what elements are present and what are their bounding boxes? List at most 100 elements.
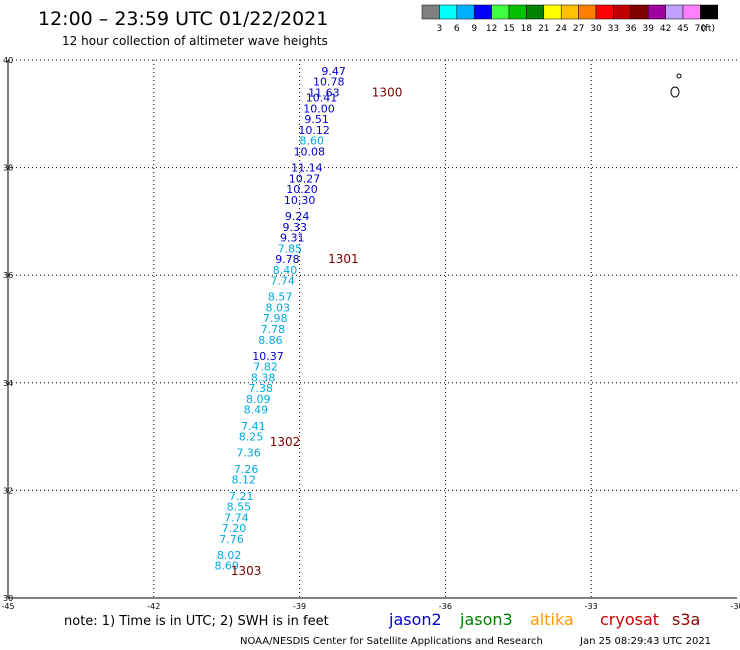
wave-height-value: 10.30 xyxy=(284,194,316,207)
colorbar-label: 12 xyxy=(486,24,497,34)
colorbar-swatch xyxy=(491,4,510,20)
colorbar-label: 27 xyxy=(573,24,584,34)
colorbar-label: 15 xyxy=(503,24,514,34)
wave-height-value: 8.38 xyxy=(251,371,276,384)
colorbar-label: 6 xyxy=(454,24,460,34)
wave-height-value: 10.00 xyxy=(303,102,335,115)
colorbar-label: 33 xyxy=(608,24,619,34)
wave-height-value: 7.78 xyxy=(261,323,286,336)
colorbar-label: 70 xyxy=(695,24,707,34)
colorbar-swatch xyxy=(578,4,597,20)
wave-height-value: 7.74 xyxy=(224,511,249,524)
chart-subtitle: 12 hour collection of altimeter wave hei… xyxy=(62,34,328,48)
colorbar-swatch xyxy=(613,4,632,20)
wave-height-value: 8.69 xyxy=(214,560,239,573)
y-tick-label: 32 xyxy=(3,486,13,495)
wave-height-value: 10.37 xyxy=(252,350,284,363)
wave-height-value: 9.78 xyxy=(275,253,300,266)
wave-height-value: 7.26 xyxy=(234,463,259,476)
satellite-legend: jason2 jason3 altika cryosat s3a xyxy=(388,610,700,629)
x-tick-label: -42 xyxy=(147,602,160,611)
wave-height-value: 7.36 xyxy=(236,447,261,460)
wave-height-value: 8.02 xyxy=(217,549,242,562)
wave-height-value: 7.20 xyxy=(222,522,247,535)
wave-height-value: 10.78 xyxy=(313,76,345,89)
colorbar-swatch xyxy=(595,4,614,20)
footer-note: note: 1) Time is in UTC; 2) SWH is in fe… xyxy=(64,614,329,629)
wave-height-value: 8.25 xyxy=(239,431,264,444)
wave-height-value: 7.85 xyxy=(278,242,303,255)
colorbar-label: 30 xyxy=(590,24,602,34)
wave-height-value: 8.09 xyxy=(246,393,271,406)
colorbar-label: 39 xyxy=(642,24,654,34)
wave-height-value: 10.08 xyxy=(294,145,326,158)
wave-height-value: 11.14 xyxy=(291,162,323,175)
wave-height-value: 10.12 xyxy=(298,124,330,137)
time-label: 1301 xyxy=(328,252,359,266)
colorbar-swatch xyxy=(665,4,684,20)
plot-area xyxy=(7,60,737,599)
wave-height-value: 7.82 xyxy=(253,361,278,374)
footer-credit: NOAA/NESDIS Center for Satellite Applica… xyxy=(240,636,543,647)
satellite-altika-label: altika xyxy=(530,610,574,629)
wave-height-value: 9.47 xyxy=(321,65,346,78)
footer-timestamp: Jan 25 08:29:43 UTC 2021 xyxy=(579,636,711,647)
colorbar-swatch xyxy=(439,4,458,20)
wave-height-value: 7.76 xyxy=(219,533,244,546)
wave-height-value: 7.98 xyxy=(263,312,288,325)
x-tick-label: -36 xyxy=(439,602,452,611)
island-marker xyxy=(670,73,682,98)
colorbar-swatch xyxy=(543,4,562,20)
wave-height-value: 7.41 xyxy=(241,420,266,433)
wave-height-value: 8.86 xyxy=(258,334,283,347)
wave-height-value: 9.24 xyxy=(285,210,310,223)
wave-height-value: 10.27 xyxy=(289,172,321,185)
time-label: 1300 xyxy=(372,85,403,99)
x-tick-label: -33 xyxy=(585,602,598,611)
satellite-jason3-label: jason3 xyxy=(459,610,513,629)
wave-height-value: 9.33 xyxy=(282,221,307,234)
colorbar-swatch xyxy=(473,4,492,20)
y-tick-label: 30 xyxy=(3,594,13,603)
chart-title: 12:00 – 23:59 UTC 01/22/2021 xyxy=(38,8,328,30)
colorbar-label: 9 xyxy=(471,24,477,34)
colorbar-swatch xyxy=(560,4,579,20)
colorbar-label: 45 xyxy=(677,24,688,34)
wave-height-value: 8.49 xyxy=(244,404,269,417)
wave-height-value: 8.12 xyxy=(231,474,256,487)
colorbar-label: 18 xyxy=(521,24,533,34)
wave-height-value: 10.41 xyxy=(306,92,338,105)
wave-height-value: 8.57 xyxy=(268,291,293,304)
colorbar-swatch xyxy=(456,4,475,20)
colorbar-swatch xyxy=(630,4,649,20)
wave-height-value: 8.55 xyxy=(227,501,252,514)
colorbar-unit: (ft) xyxy=(701,24,715,34)
wave-height-value: 9.31 xyxy=(280,232,305,245)
wave-height-value: 7.21 xyxy=(229,490,254,503)
x-axis-ticks: -45 -42 -39 -36 -33 -30 xyxy=(1,602,740,611)
x-tick-label: -39 xyxy=(293,602,306,611)
satellite-s3a-label: s3a xyxy=(672,610,700,629)
colorbar-label: 21 xyxy=(538,24,549,34)
time-label: 1303 xyxy=(231,564,262,578)
time-labels: 1300 1301 1302 1303 xyxy=(231,85,402,578)
colorbar-label: 36 xyxy=(625,24,637,34)
y-axis-ticks: 30 32 34 36 38 40 xyxy=(3,56,13,603)
x-tick-label: -30 xyxy=(730,602,740,611)
colorbar-swatch xyxy=(682,4,701,20)
colorbar-label: 3 xyxy=(437,24,443,34)
colorbar-swatch xyxy=(508,4,527,20)
satellite-jason2-label: jason2 xyxy=(388,610,442,629)
y-tick-label: 36 xyxy=(3,271,13,280)
colorbar-swatch xyxy=(647,4,666,20)
wave-height-value: 8.40 xyxy=(273,264,298,277)
time-label: 1302 xyxy=(270,435,301,449)
x-tick-label: -45 xyxy=(1,602,14,611)
wave-height-labels: 9.4710.7811.6310.4110.009.5110.128.6010.… xyxy=(214,65,345,573)
wave-height-value: 7.38 xyxy=(248,382,273,395)
wave-height-value: 8.03 xyxy=(265,301,290,314)
wave-height-value: 7.74 xyxy=(270,275,295,288)
colorbar-label: 42 xyxy=(660,24,671,34)
colorbar-swatch xyxy=(700,4,719,20)
